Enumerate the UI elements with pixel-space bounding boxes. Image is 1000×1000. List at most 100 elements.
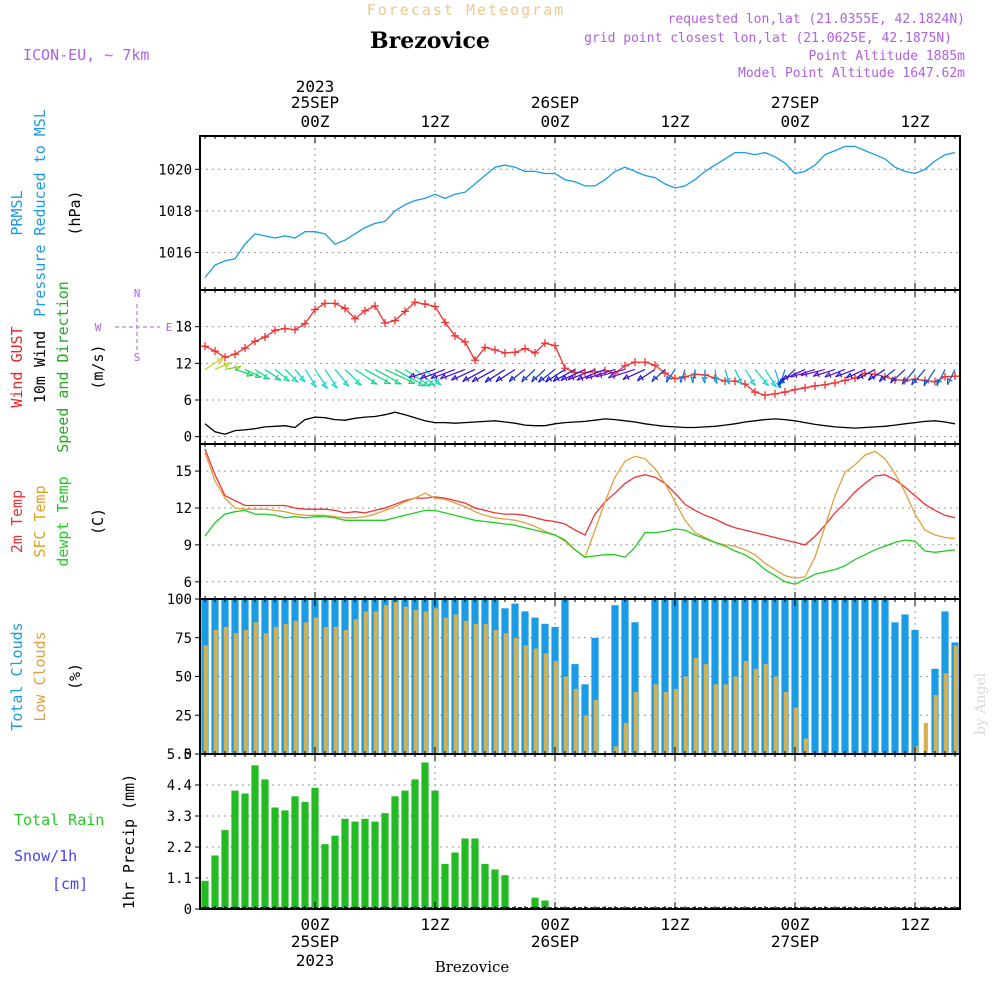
wind-arrow-shaft: [856, 368, 876, 380]
bar-total-clouds: [711, 599, 719, 754]
bottom-year-label: 2023: [296, 951, 335, 970]
bar-low-clouds: [323, 626, 328, 754]
wind-arrow-shaft: [835, 368, 856, 378]
panel-precipitation: 0 1.1 2.2 3.3 4.4 5.5 Total Rain Snow/1h [cm] 1hr…: [14, 747, 961, 918]
ytick-label: 3.3: [167, 809, 192, 825]
wind-arrow-head: [595, 372, 603, 379]
wind-arrow-head: [423, 380, 431, 387]
ylabel-line-2: [cm]: [52, 875, 88, 893]
ytick-label: 75: [175, 631, 192, 647]
bar-total-clouds: [721, 599, 729, 754]
wind-arrow-head: [607, 372, 615, 379]
bar-low-clouds: [253, 622, 258, 755]
bar-low-clouds: [803, 738, 808, 754]
bar-low-clouds: [943, 673, 948, 754]
bar-low-clouds: [473, 623, 478, 754]
gust-marker: [631, 358, 639, 367]
wind-arrow-head: [701, 377, 708, 384]
wind-arrow-head: [321, 381, 328, 389]
ylabel-unit: 1hr Precip (mm): [120, 774, 138, 909]
bar-low-clouds: [733, 676, 738, 754]
bar-total-rain: [341, 818, 349, 909]
wind-arrow-shaft: [560, 368, 586, 382]
bar-low-clouds: [743, 661, 748, 754]
wind-arrow-shaft: [274, 368, 291, 382]
gust-marker: [361, 306, 369, 315]
ytick-label: 1016: [158, 246, 192, 262]
bar-low-clouds: [343, 630, 348, 754]
ytick-label: 12: [175, 356, 192, 372]
wind-arrow-head: [736, 378, 743, 386]
bar-low-clouds: [393, 602, 398, 754]
bar-low-clouds: [273, 626, 278, 754]
bar-low-clouds: [763, 664, 768, 754]
bar-low-clouds: [543, 653, 548, 755]
gust-marker: [411, 298, 419, 307]
wind-arrow-shaft: [521, 369, 536, 383]
top-noon-label-0: 12Z: [421, 112, 450, 131]
ytick-label: 5.5: [167, 747, 192, 763]
station-title: Brezovice: [370, 28, 490, 54]
wind-arrow-head: [434, 378, 442, 386]
wind-arrow-shaft: [901, 369, 916, 385]
wind-arrow-shaft: [204, 356, 224, 370]
bar-total-rain: [361, 818, 369, 909]
bar-low-clouds: [403, 606, 408, 755]
top-date-label-2: 27SEP: [771, 93, 819, 112]
bar-low-clouds: [363, 611, 368, 754]
series-line-dewpt-temp: [204, 509, 956, 585]
bar-total-clouds: [811, 599, 819, 754]
gust-marker: [341, 304, 349, 313]
gust-marker: [821, 380, 829, 389]
ylabel-line-1: 10m Wind: [31, 331, 49, 403]
bottom-date-label-2: 27SEP: [771, 932, 819, 951]
gust-marker: [541, 339, 549, 348]
wind-arrow-shaft: [244, 368, 262, 378]
wind-arrow-head: [835, 371, 843, 378]
bar-total-clouds: [671, 599, 679, 754]
wind-arrow-head: [778, 378, 786, 386]
panel-frame: [199, 135, 961, 291]
bar-total-rain: [261, 779, 269, 909]
bar-total-rain: [481, 863, 489, 909]
wind-arrow-shaft: [538, 368, 556, 383]
bar-low-clouds: [793, 707, 798, 754]
bar-low-clouds: [413, 609, 418, 754]
bar-low-clouds: [243, 630, 248, 754]
bar-low-clouds: [313, 617, 318, 754]
gust-marker: [441, 318, 449, 327]
ytick-label: 4.4: [167, 778, 192, 794]
bar-total-rain: [311, 787, 319, 909]
bar-total-rain: [301, 801, 309, 909]
ytick-label: 9: [184, 538, 192, 554]
wind-arrow-shaft: [651, 369, 666, 383]
ylabel-line-2: Speed and Direction: [54, 281, 72, 453]
wind-arrow-head: [291, 376, 299, 383]
ylabel-line-0: 2m Temp: [8, 490, 26, 553]
ytick-label: 12: [175, 501, 192, 517]
wind-arrow-shaft: [531, 369, 546, 383]
wind-arrow-head: [781, 374, 789, 381]
bar-low-clouds: [713, 684, 718, 755]
wind-arrow-shaft: [622, 368, 646, 381]
bar-low-clouds: [553, 661, 558, 754]
wind-arrow-shaft: [284, 369, 299, 383]
gust-marker: [671, 374, 679, 383]
bar-total-rain: [251, 765, 259, 909]
wind-arrow-shaft: [890, 369, 906, 384]
gust-marker: [841, 376, 849, 385]
ylabel-line-2: dewpt Temp: [54, 476, 72, 566]
bar-low-clouds: [303, 622, 308, 755]
bar-low-clouds: [353, 619, 358, 754]
bar-total-clouds: [851, 599, 859, 754]
bar-total-rain: [241, 793, 249, 909]
wind-arrow-shaft: [778, 369, 786, 388]
bar-total-clouds: [831, 599, 839, 754]
bar-low-clouds: [423, 611, 428, 754]
wind-arrow-head: [430, 373, 438, 380]
wind-arrow-head: [216, 357, 224, 364]
compass-north: N: [134, 287, 141, 300]
bar-total-rain: [371, 821, 379, 909]
requested-coords: requested lon,lat (21.0355E, 42.1824N): [668, 12, 965, 27]
